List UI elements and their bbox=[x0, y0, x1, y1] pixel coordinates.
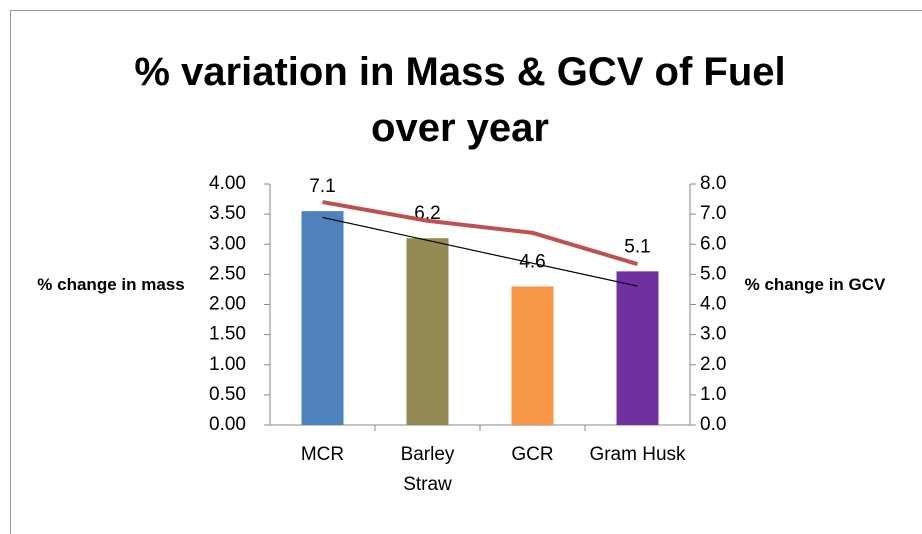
x-tick-label: MCR bbox=[300, 444, 345, 465]
y-tick-label: 3.00 bbox=[209, 233, 246, 254]
y-tick-label: 1.50 bbox=[209, 324, 246, 345]
y2-axis-title: % change in GCV bbox=[744, 275, 886, 294]
bar bbox=[301, 211, 344, 425]
y2-tick-label: 2.0 bbox=[700, 354, 726, 375]
chart-title: % variation in Mass & GCV of Fuel over y… bbox=[134, 50, 786, 150]
y2-tick-label: 7.0 bbox=[700, 203, 726, 224]
y-tick-label: 0.50 bbox=[209, 384, 246, 405]
y2-tick-label: 1.0 bbox=[700, 384, 726, 405]
y2-tick-label: 0.0 bbox=[700, 414, 726, 435]
y2-tick-label: 8.0 bbox=[700, 173, 726, 194]
data-label: 5.1 bbox=[624, 236, 650, 257]
x-tick-label: Gram Husk bbox=[589, 444, 686, 465]
y2-tick-label: 5.0 bbox=[700, 263, 726, 284]
chart-frame bbox=[10, 10, 922, 534]
trendline bbox=[322, 216, 638, 287]
x-tick-label: Barley Straw bbox=[400, 444, 455, 495]
y2-tick-label: 4.0 bbox=[700, 294, 726, 315]
y-axis-title: % change in mass bbox=[37, 275, 185, 294]
bar bbox=[616, 271, 659, 425]
y-tick-label: 2.50 bbox=[209, 263, 246, 284]
y-tick-label: 4.00 bbox=[209, 173, 246, 194]
bar bbox=[406, 238, 449, 425]
y-tick-label: 1.00 bbox=[209, 354, 246, 375]
line bbox=[322, 200, 639, 267]
x-tick-label: GCR bbox=[511, 444, 554, 465]
y-tick-label: 2.00 bbox=[209, 294, 246, 315]
data-label: 4.6 bbox=[519, 251, 545, 272]
y-tick-label: 0.00 bbox=[209, 414, 246, 435]
y2-tick-label: 6.0 bbox=[700, 233, 726, 254]
data-label: 7.1 bbox=[309, 176, 335, 197]
y2-tick-label: 3.0 bbox=[700, 324, 726, 345]
bar bbox=[511, 286, 554, 425]
y-tick-label: 3.50 bbox=[209, 203, 246, 224]
